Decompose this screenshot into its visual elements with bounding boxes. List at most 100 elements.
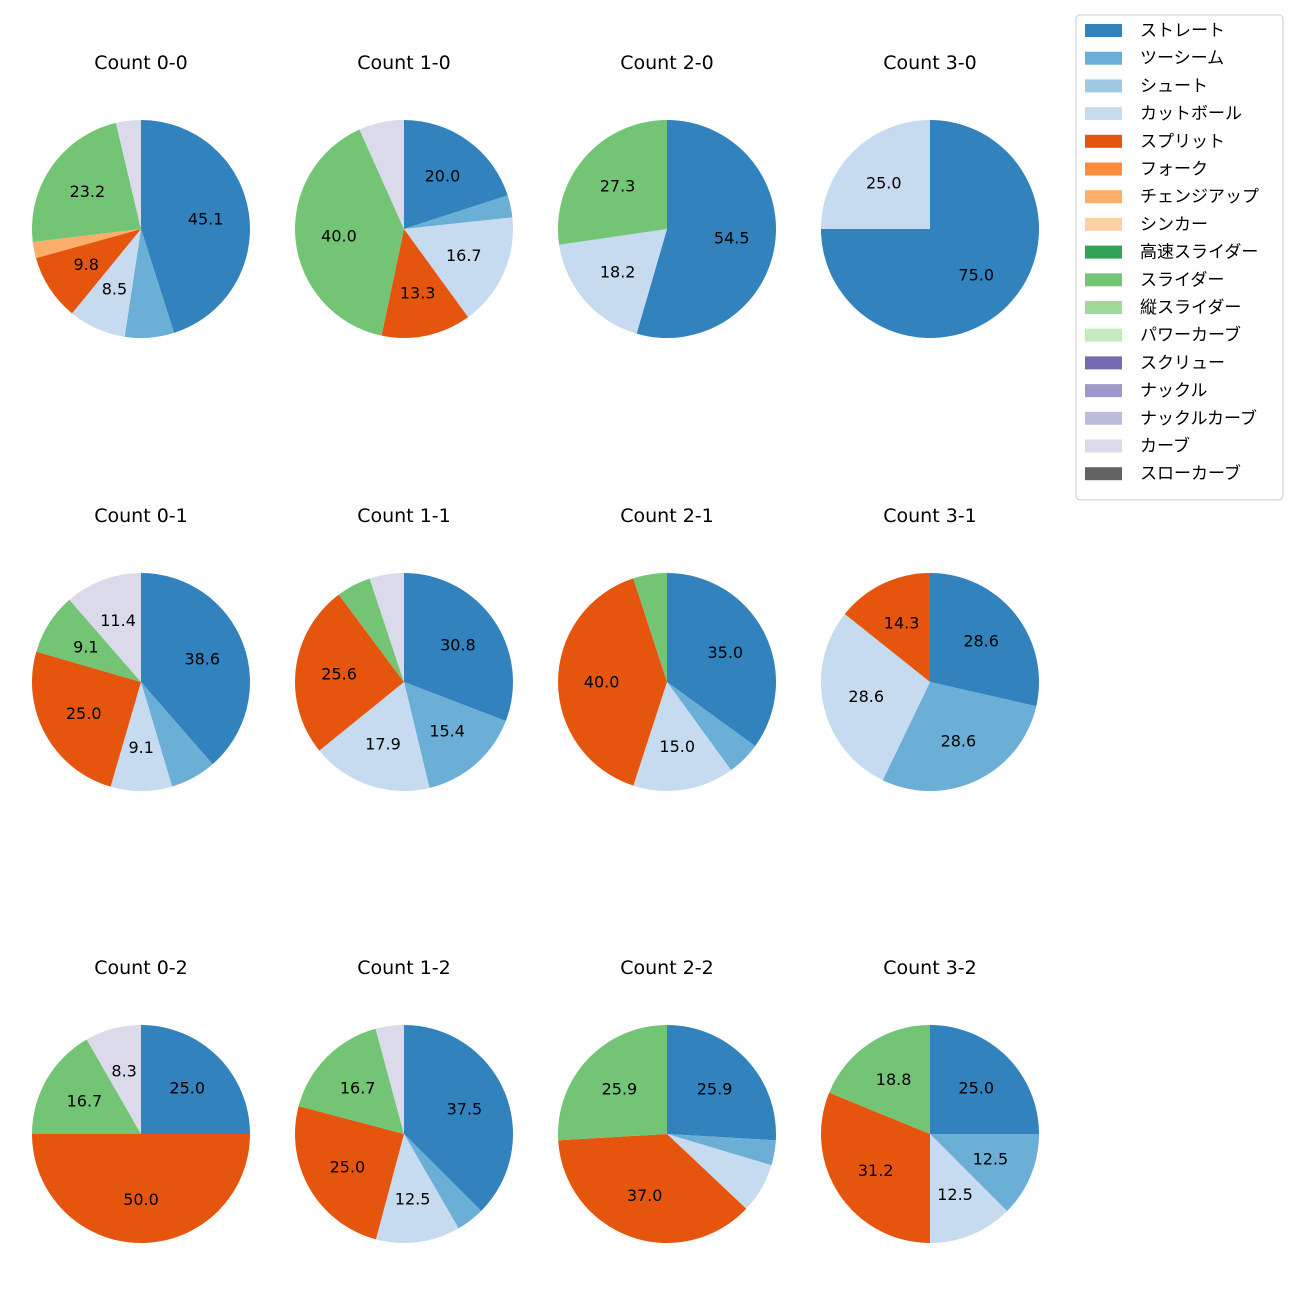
pie-title: Count 0-0 <box>94 52 188 74</box>
legend-label: ストレート <box>1140 21 1225 41</box>
pie-title: Count 2-1 <box>620 505 714 527</box>
slice-label: 25.0 <box>66 704 102 723</box>
pie-slice <box>381 229 469 338</box>
pie-slice <box>298 1028 404 1134</box>
legend-item: パワーカーブ <box>1085 325 1241 346</box>
legend-label: 高速スライダー <box>1140 243 1258 263</box>
pie-slice <box>32 229 141 259</box>
slice-label: 23.2 <box>70 182 106 201</box>
slice-label: 14.3 <box>884 614 920 633</box>
pie-slice <box>375 1134 459 1243</box>
slice-label: 13.3 <box>400 283 436 302</box>
legend: ストレートツーシームシュートカットボールスプリットフォークチェンジアップシンカー… <box>1075 14 1284 501</box>
legend-swatch <box>1085 411 1122 425</box>
slice-label: 38.6 <box>184 650 220 669</box>
slice-label: 40.0 <box>584 673 620 692</box>
legend-swatch <box>1085 190 1122 204</box>
slice-label: 25.9 <box>697 1080 733 1099</box>
slice-label: 11.4 <box>100 611 136 630</box>
legend-label: フォーク <box>1140 160 1208 180</box>
legend-label: ツーシーム <box>1140 49 1224 69</box>
slice-label: 50.0 <box>123 1190 159 1209</box>
legend-frame <box>1075 14 1284 501</box>
pie-chart: Count 3-1 28.6 28.6 28.6 14.3 <box>821 505 1039 792</box>
slice-label: 16.7 <box>67 1092 103 1111</box>
pie-slice <box>359 120 404 229</box>
pie-slice <box>124 229 175 338</box>
slice-label: 12.5 <box>973 1150 1009 1169</box>
pie-slice <box>882 682 1037 792</box>
slice-label: 16.7 <box>340 1078 376 1097</box>
legend-item: チェンジアップ <box>1085 187 1259 207</box>
slice-label: 37.5 <box>447 1099 483 1118</box>
pie-slice <box>31 122 141 242</box>
legend-swatch <box>1085 217 1122 231</box>
legend-swatch <box>1085 162 1122 176</box>
legend-item: スローカーブ <box>1085 463 1241 484</box>
slice-label: 25.0 <box>330 1157 366 1176</box>
pie-title: Count 1-1 <box>357 505 451 527</box>
pie-slice <box>821 614 930 781</box>
pie-slice <box>667 573 776 747</box>
legend-label: シンカー <box>1140 215 1208 235</box>
legend-label: シュート <box>1140 76 1208 96</box>
legend-item: スライダー <box>1085 270 1224 290</box>
pie-slice <box>404 120 508 229</box>
pie-chart: Count 2-2 25.9 37.0 25.9 <box>557 957 776 1243</box>
slice-label: 17.9 <box>365 734 401 753</box>
pie-chart: Count 3-2 25.0 12.512.5 31.2 18.8 <box>821 957 1039 1243</box>
pie-chart: Count 2-0 54.5 18.2 27.3 <box>558 52 776 338</box>
legend-label: ナックルカーブ <box>1140 408 1257 429</box>
pie-slice <box>404 195 513 229</box>
pie-slice <box>141 1025 250 1134</box>
legend-label: カットボール <box>1140 104 1242 124</box>
pie-slice <box>69 573 141 682</box>
pie-title: Count 1-2 <box>357 957 451 979</box>
pie-slice <box>404 217 513 318</box>
legend-label: スライダー <box>1140 270 1224 290</box>
pie-chart: Count 0-0 45.1 8.59.8 23.2 <box>31 52 250 338</box>
pie-chart: Count 0-138.69.125.09.111.4 <box>32 505 250 791</box>
pie-title: Count 2-2 <box>620 957 714 979</box>
pie-slice <box>829 1025 930 1134</box>
slice-label: 75.0 <box>958 266 994 285</box>
pie-chart: Count 2-1 35.0 15.0 40.0 <box>558 505 776 791</box>
slice-label: 28.6 <box>941 731 977 750</box>
pie-slice <box>930 1134 1039 1212</box>
legend-item: フォーク <box>1085 160 1208 180</box>
pie-chart: Count 1-1 30.8 15.4 17.9 25.6 <box>294 505 513 791</box>
pie-slice <box>930 1134 1008 1243</box>
legend-swatch <box>1085 467 1122 481</box>
legend-swatch <box>1085 356 1122 370</box>
legend-item: シュート <box>1085 76 1208 96</box>
pie-title: Count 1-0 <box>357 52 451 74</box>
pie-slice <box>369 573 404 682</box>
pie-slice <box>930 1025 1039 1134</box>
slice-label: 31.2 <box>858 1161 894 1180</box>
slice-label: 28.6 <box>848 687 884 706</box>
legend-item: ナックル <box>1085 381 1208 401</box>
pie-slice <box>295 1106 404 1240</box>
pie-slice <box>930 573 1039 707</box>
legend-item: スクリュー <box>1085 353 1225 373</box>
legend-label: スローカーブ <box>1140 463 1241 484</box>
pie-chart: Count 1-2 37.5 12.5 25.0 16.7 <box>295 957 513 1243</box>
pie-title: Count 3-2 <box>883 957 977 979</box>
pie-slice <box>557 1025 667 1141</box>
legend-swatch <box>1085 134 1122 148</box>
pie-slice <box>110 682 173 791</box>
slice-label: 12.5 <box>937 1185 973 1204</box>
legend-swatch <box>1085 79 1122 93</box>
pie-slice <box>667 1134 776 1166</box>
legend-swatch <box>1085 24 1122 37</box>
legend-item: スプリット <box>1085 132 1225 152</box>
pie-title: Count 0-1 <box>94 505 188 527</box>
legend-label: ナックル <box>1140 381 1208 401</box>
slice-label: 8.5 <box>102 279 127 298</box>
legend-label: 縦スライダー <box>1140 298 1241 318</box>
pie-slice <box>821 120 930 229</box>
pie-slice <box>141 682 213 787</box>
legend-label: スプリット <box>1140 132 1225 152</box>
slice-label: 25.0 <box>169 1078 205 1097</box>
